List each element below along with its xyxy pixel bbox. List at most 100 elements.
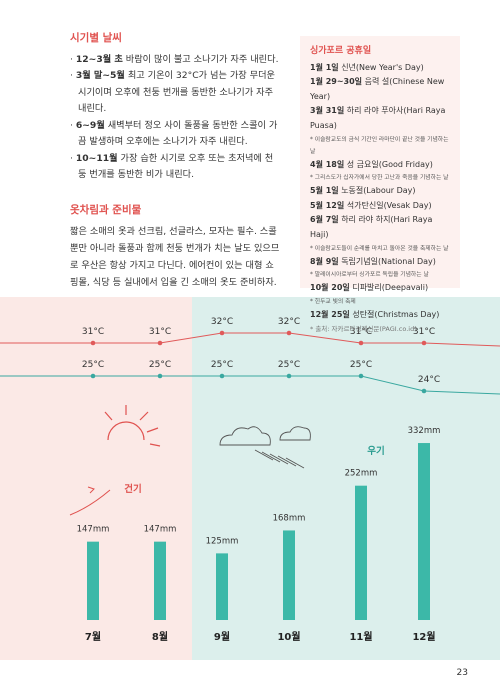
bullet: · 12~3월 초 바람이 많이 불고 소나기가 자주 내린다. <box>70 53 279 65</box>
left-column: 시기별 날씨 · 12~3월 초 바람이 많이 불고 소나기가 자주 내린다. ·… <box>70 30 280 291</box>
temperature-point <box>286 373 292 379</box>
holiday-name: 노동절(Labour Day) <box>341 186 416 196</box>
bullet-period: 10~11월 <box>75 152 118 164</box>
month-label: 11월 <box>349 631 372 643</box>
holiday-list: 1월 1일 신년(New Year's Day) 1월 29~30일 음력 설(C… <box>310 61 450 323</box>
holiday-date: 5월 12일 <box>310 200 345 210</box>
month-label: 10월 <box>277 631 300 643</box>
temperature-label: 31°C <box>82 327 104 337</box>
bullet-period: 6~9월 <box>75 119 105 131</box>
holiday-name: 음력 설(Chinese New Year) <box>310 77 445 101</box>
temperature-point <box>421 388 427 394</box>
temperature-point <box>219 373 225 379</box>
bar-label: 168mm <box>273 513 306 523</box>
holiday-name: 석가탄신일(Vesak Day) <box>346 200 432 210</box>
holiday-note: * 이슬람교도의 금식 기간인 라마단이 끝난 것을 기념하는 날 <box>310 136 449 155</box>
temperature-point <box>90 373 96 379</box>
holiday-date: 12월 25일 <box>310 309 350 319</box>
temperature-point <box>90 340 96 346</box>
holiday: 3월 31일 하리 라야 푸아사(Hari Raya Puasa) <box>310 104 450 133</box>
holiday-note: * 말레이시아로부터 싱가포르 독립을 기념하는 날 <box>310 272 429 279</box>
page-number: 23 <box>456 668 468 678</box>
bar-label: 147mm <box>77 525 110 535</box>
bullet-period: 12~3월 초 <box>75 53 123 65</box>
temperature-label: 25°C <box>149 360 171 370</box>
holiday-date: 3월 31일 <box>310 106 345 116</box>
holiday: 10월 20일 디파발리(Deepavali) <box>310 281 450 296</box>
bullet-text: 가장 습한 시기로 오후 또는 초저녁에 천둥 번개를 동반한 비가 내린다. <box>78 152 274 181</box>
holiday: 1월 1일 신년(New Year's Day) <box>310 61 450 76</box>
wind-icon <box>69 486 111 516</box>
bullet: · 3월 말~5월 최고 기온이 32°C가 넘는 가장 무더운 시기이며 오후… <box>70 70 275 114</box>
holiday: 8월 9일 독립기념일(National Day) <box>310 255 450 270</box>
holiday-date: 6월 7일 <box>310 215 339 225</box>
heading: 옷차림과 준비물 <box>70 203 142 216</box>
bullet: · 6~9월 새벽부터 정오 사이 돌풍을 동반한 스콜이 가끔 발생하며 오후… <box>70 119 278 148</box>
line-extension <box>423 390 500 395</box>
temperature-label: 25°C <box>211 360 233 370</box>
temperature-label: 31°C <box>149 327 171 337</box>
holiday-name: 디파발리(Deepavali) <box>352 283 429 293</box>
holiday-name: 독립기념일(National Day) <box>341 256 436 266</box>
temperature-label: 25°C <box>278 360 300 370</box>
holiday-date: 8월 9일 <box>310 256 339 266</box>
heading: 시기별 날씨 <box>70 32 122 44</box>
wet-season-bg <box>192 297 500 660</box>
month-label: 7월 <box>85 631 101 643</box>
source: * 출처: 자카르타경제신문(PAGI.co.id) <box>310 325 417 334</box>
bar-label: 147mm <box>144 525 177 535</box>
holiday-date: 4월 18일 <box>310 159 345 169</box>
holiday-note: * 그리스도가 십자가에서 당한 고난과 죽음을 기념하는 날 <box>310 175 449 182</box>
temperature-label: 24°C <box>418 375 440 385</box>
temperature-point <box>421 340 427 346</box>
heading: 싱가포르 공휴일 <box>310 46 372 56</box>
holiday-date: 1월 1일 <box>310 62 339 72</box>
bar-label: 125mm <box>206 536 239 546</box>
season-label: 우기 <box>367 445 384 457</box>
line-extension <box>423 342 500 347</box>
season-label: 건기 <box>124 483 141 495</box>
holiday-name: 성탄절(Christmas Day) <box>352 309 440 319</box>
temperature-point <box>157 340 163 346</box>
temperature-label: 25°C <box>350 360 372 370</box>
holiday: 5월 1일 노동절(Labour Day) <box>310 184 450 199</box>
bar-label: 332mm <box>408 426 441 436</box>
cloud-icon <box>219 426 311 469</box>
holiday: 1월 29~30일 음력 설(Chinese New Year) <box>310 75 450 104</box>
holiday: 12월 25일 성탄절(Christmas Day) <box>310 308 450 323</box>
bar <box>355 485 367 620</box>
bullet: · 10~11월 가장 습한 시기로 오후 또는 초저녁에 천둥 번개를 동반한… <box>70 152 274 181</box>
temperature-point <box>219 330 225 336</box>
holiday-name: 하리 라야 푸아사(Hari Raya Puasa) <box>310 106 446 130</box>
bar <box>154 541 166 620</box>
bullet-list: · 12~3월 초 바람이 많이 불고 소나기가 자주 내린다. · 3월 말~5… <box>70 52 280 184</box>
temperature-label: 25°C <box>82 360 104 370</box>
bullet-text: 새벽부터 정오 사이 돌풍을 동반한 스콜이 가끔 발생하며 오후에는 소나기가… <box>78 119 278 148</box>
holiday-note: * 힌두교 빛의 축제 <box>310 298 356 305</box>
bar <box>283 530 295 620</box>
sun-icon <box>104 405 161 447</box>
bar <box>216 553 228 620</box>
temperature-label: 31°C <box>413 327 435 337</box>
month-label: 8월 <box>152 631 168 643</box>
holiday-date: 5월 1일 <box>310 186 339 196</box>
bullet-text: 최고 기온이 32°C가 넘는 가장 무더운 시기이며 오후에 천둥 번개를 동… <box>78 70 275 114</box>
bar <box>87 541 99 620</box>
holiday-note: * 이슬람교도들이 순례를 마치고 돌아온 것을 축제하는 날 <box>310 245 449 252</box>
holiday-name: 하리 라야 하지(Hari Raya Haji) <box>310 215 433 239</box>
holiday-date: 10월 20일 <box>310 283 350 293</box>
temperature-label: 32°C <box>211 317 233 327</box>
bullet-text: 바람이 많이 불고 소나기가 자주 내린다. <box>125 53 279 65</box>
holiday-box: 싱가포르 공휴일 1월 1일 신년(New Year's Day) 1월 29~3… <box>300 36 460 333</box>
bar <box>418 443 430 620</box>
holiday: 4월 18일 성 금요일(Good Friday) <box>310 158 450 173</box>
temperature-point <box>157 373 163 379</box>
temperature-label: 32°C <box>278 317 300 327</box>
month-label: 12월 <box>412 631 435 643</box>
temperature-line <box>93 332 424 344</box>
temperature-line <box>93 375 425 392</box>
holiday: 6월 7일 하리 라야 하지(Hari Raya Haji) <box>310 213 450 242</box>
holiday: 5월 12일 석가탄신일(Vesak Day) <box>310 199 450 214</box>
